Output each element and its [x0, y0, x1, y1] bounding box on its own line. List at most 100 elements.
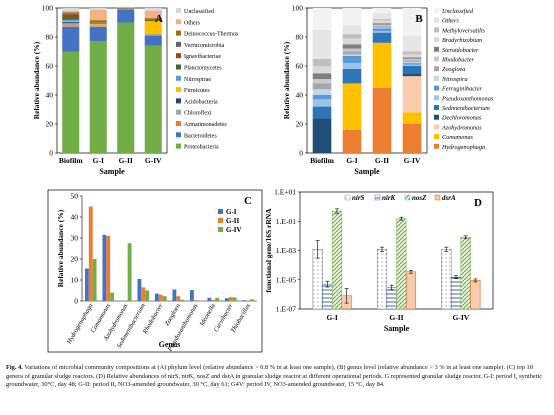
bar-unclassified-g-iv — [402, 8, 422, 36]
bar-rhodobacter-g-ii — [372, 24, 392, 27]
legend-label-armatimonadetes: Armatimonadetes — [184, 122, 227, 128]
bar-g-i-pseudoxanthomonas — [189, 290, 194, 301]
bar-g-ii-rhodobacter — [158, 294, 163, 301]
y-tick-label: 80 — [296, 33, 304, 42]
bar-g-ii-ideonella — [211, 299, 216, 301]
legend-swatch-azohydromonas — [434, 124, 439, 130]
bar-deinococcus-thermus-g-i — [89, 20, 107, 23]
bar-g-iv-azohydromonas — [127, 243, 132, 301]
bar-sedimenibacterium-g-iv — [402, 66, 422, 74]
legend-swatch-proteobacteria — [176, 143, 181, 149]
bar-methyloversatilis-g-ii — [372, 18, 392, 21]
legend-swatch-dechloromonas — [434, 114, 439, 120]
bar-chloroflexi-biofilm — [62, 23, 80, 27]
bar-zoogloea-biofilm — [312, 83, 332, 90]
y-tick-label: 40 — [296, 91, 304, 100]
legend-swatch-planctomycetes — [176, 64, 181, 70]
legend-label-pseudoxanthomonas: Pseudoxanthomonas — [441, 95, 494, 102]
y-tick-label: 100 — [42, 4, 54, 13]
bar-g-i-curvibacter — [224, 298, 229, 301]
caption-prefix: Fig. 4. — [6, 364, 23, 371]
bar-pseudoxanthomonas-biofilm — [312, 99, 332, 107]
bar-rhodobacter-g-i — [342, 48, 362, 52]
y-tick-label: 50 — [71, 192, 79, 201]
x-tick-label: G-II — [375, 156, 389, 165]
bar-nitrospira-g-ii — [372, 27, 392, 29]
legend-swatch-firmicutes — [176, 87, 181, 93]
bar-unclassified-g-ii — [372, 8, 392, 14]
legend-label-dsra: dsrA — [442, 194, 456, 202]
x-tick-label: G-I — [327, 313, 338, 322]
bar-nosz-g-i — [331, 210, 343, 310]
bar-g-iv-curvibacter — [232, 297, 237, 301]
bar-nosz-g-iv — [460, 237, 471, 310]
legend-swatch-g-iv — [218, 227, 223, 232]
bar-nirs-g-ii — [376, 249, 388, 310]
bar-proteobacteria-biofilm — [62, 51, 80, 153]
legend-swatch-g-ii — [218, 218, 223, 223]
legend-label-g-i: G-I — [226, 208, 237, 216]
bar-g-i-rhodobacter — [154, 293, 159, 301]
x-tick-label: Hydrogenophaga — [65, 303, 94, 347]
legend-label-g-ii: G-II — [226, 217, 240, 225]
bar-nirs-g-iv — [441, 249, 452, 310]
bar-planctomycetes-g-i — [89, 23, 107, 24]
bar-g-iv-rhodobacter — [162, 296, 167, 301]
y-tick-label: 40 — [71, 213, 79, 222]
y-tick-label: 0 — [74, 297, 78, 306]
bar-steroidobacter-biofilm — [312, 73, 332, 80]
bar-g-ii-thiobacillus — [246, 300, 251, 301]
bar-firmicutes-g-i — [89, 24, 107, 26]
legend-swatch-g-i — [218, 209, 223, 214]
bar-nirk-g-iv — [450, 276, 462, 310]
bar-g-iv-sedimenibacterium — [145, 290, 150, 301]
x-tick-label: Biofilm — [310, 156, 335, 165]
bar-g-ii-curvibacter — [228, 297, 233, 301]
x-tick-label: Zoogloea — [164, 303, 182, 328]
bar-unclassified-g-ii — [117, 6, 135, 8]
bar-verrucomicrobia-biofilm — [62, 13, 80, 15]
y-tick-label: 60 — [46, 62, 54, 71]
y-tick-label: 100 — [292, 4, 304, 13]
legend-label-dechloromonas: Dechloromonas — [441, 115, 482, 122]
legend-swatch-verrucomicrobia — [176, 41, 181, 47]
y-tick-label: 20 — [46, 120, 54, 129]
bar-g-ii-zoogloea — [176, 296, 181, 301]
bar-unclassified-biofilm — [62, 8, 80, 11]
panel-label: C — [244, 195, 252, 207]
legend-label-deinococcus-thermus: Deinococcus-Thermus — [184, 32, 239, 38]
legend-swatch-steroidobacter — [434, 46, 439, 52]
legend-swatch-dsra — [434, 194, 441, 201]
legend-label-nirs: nirS — [352, 194, 365, 202]
x-tick-label: G-I — [346, 156, 357, 165]
bar-bradyrhizobium-g-i — [342, 38, 362, 45]
y-tick-label: 0 — [49, 149, 53, 158]
bar-g-iv-ideonella — [215, 297, 220, 301]
y-tick-label: 1.E-03 — [276, 246, 296, 255]
legend-swatch-hydrogenophaga — [434, 143, 439, 149]
x-tick-label: Ideonella — [198, 303, 217, 329]
legend-swatch-acidobacteria — [176, 98, 181, 104]
bar-sedimenibacterium-biofilm — [312, 106, 332, 119]
bar-nitrospira-g-i — [342, 54, 362, 56]
legend-swatch-nirs — [344, 194, 351, 201]
legend-label-bradyrhizobium: Bradyrhizobium — [442, 37, 483, 44]
y-tick-label: 20 — [296, 120, 304, 129]
bar-g-ii-sedimenibacterium — [141, 287, 146, 301]
bar-others-g-ii — [372, 13, 392, 19]
legend-label-comamonas: Comamonas — [442, 134, 474, 141]
bar-dsra-g-ii — [405, 271, 417, 310]
legend-swatch-nirk — [374, 194, 381, 201]
bar-others-g-iv — [144, 10, 162, 19]
legend-label-g-iv: G-IV — [226, 226, 242, 234]
legend-label-planctomycetes: Planctomycetes — [184, 66, 222, 72]
bar-dechloromonas-g-iv — [402, 73, 422, 77]
legend-label-methyloversatilis: Methyloversatilis — [441, 27, 486, 34]
legend-label-chloroflexi: Chloroflexi — [184, 110, 212, 117]
legend-swatch-pseudoxanthomonas — [434, 95, 439, 101]
legend-swatch-nitrospirae — [176, 75, 181, 81]
legend-label-sedimenibacterium: Sedimenibacterium — [442, 105, 490, 112]
legend-swatch-zoogloea — [434, 66, 439, 72]
legend-label-nitrospirae: Nitrospirae — [184, 77, 211, 83]
panel-label: B — [415, 13, 423, 25]
